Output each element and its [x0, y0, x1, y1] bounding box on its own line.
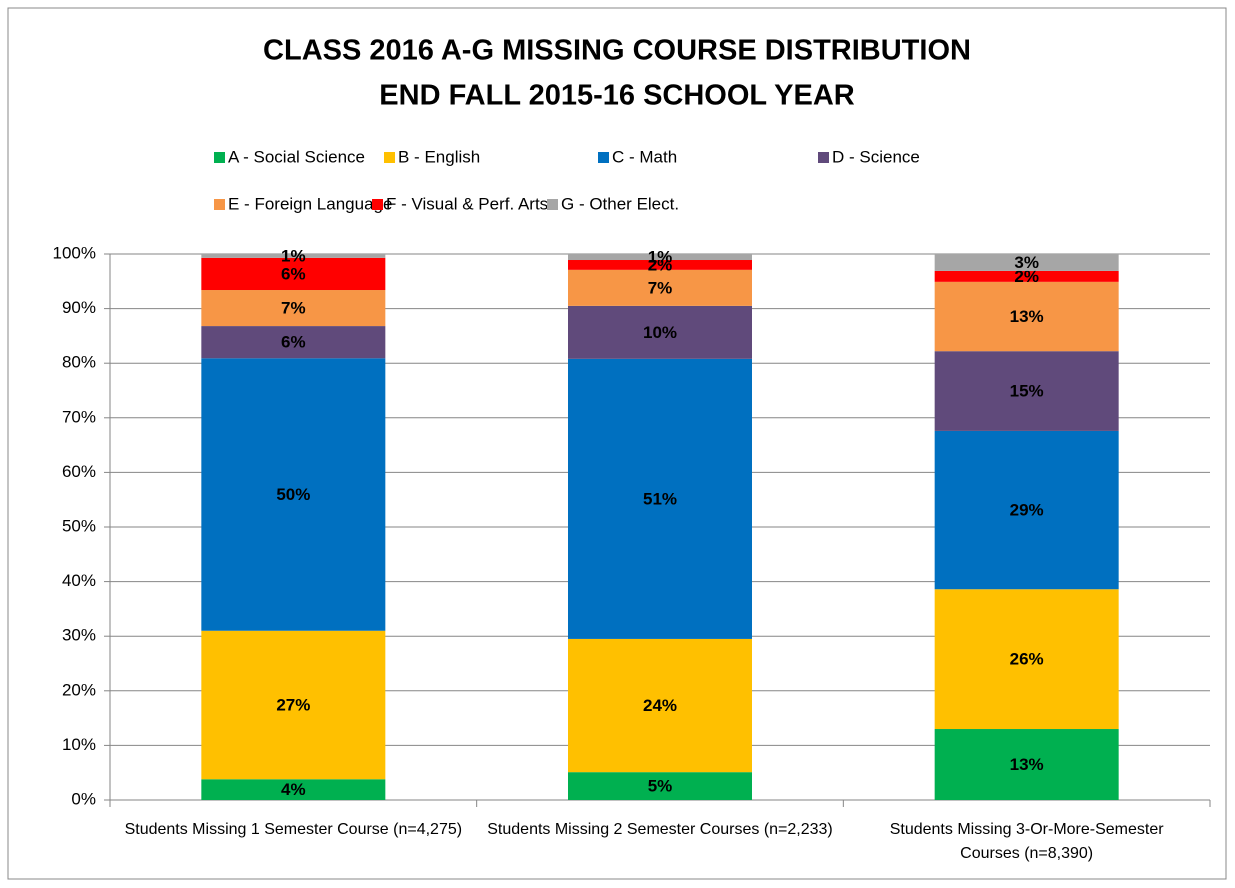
data-label: 3% [1014, 253, 1039, 272]
data-label: 2% [648, 255, 673, 274]
data-label: 1% [281, 246, 306, 265]
data-label: 13% [1010, 307, 1044, 326]
data-label: 6% [281, 264, 306, 283]
bar-segment [568, 358, 752, 639]
y-tick-label: 10% [62, 735, 96, 754]
bar-segment [934, 254, 1119, 271]
data-label: 5% [648, 777, 673, 796]
x-tick-label: Students Missing 3-Or-More-Semester Cour… [889, 821, 1164, 862]
bar-segment [934, 281, 1119, 352]
legend-label: D - Science [832, 147, 920, 166]
y-tick-label: 30% [62, 626, 96, 645]
y-tick-label: 100% [53, 243, 96, 262]
y-tick-label: 50% [62, 516, 96, 535]
bar-segment [568, 260, 752, 270]
bar-segment [568, 305, 752, 359]
y-tick-label: 60% [62, 462, 96, 481]
data-label: 2% [1014, 267, 1039, 286]
y-tick-label: 0% [71, 789, 96, 808]
legend-swatch [547, 199, 558, 210]
data-label: 50% [276, 485, 310, 504]
bar-segment [568, 638, 752, 773]
bar-segment [568, 772, 752, 800]
data-label: 26% [1010, 650, 1044, 669]
legend-swatch [818, 152, 829, 163]
legend-swatch [214, 199, 225, 210]
data-label: 10% [643, 323, 677, 342]
bar-segment [201, 779, 386, 800]
legend-label: A - Social Science [228, 147, 365, 166]
legend-swatch [372, 199, 383, 210]
bar-segment [934, 430, 1119, 590]
y-tick-label: 80% [62, 353, 96, 372]
y-tick-label: 20% [62, 680, 96, 699]
legend-label: F - Visual & Perf. Arts [386, 194, 548, 213]
legend-label: C - Math [612, 147, 677, 166]
x-tick-label: Students Missing 1 Semester Course (n=4,… [124, 821, 463, 838]
bar-segment [934, 729, 1119, 800]
data-label: 7% [648, 278, 673, 297]
y-tick-label: 40% [62, 571, 96, 590]
bar-segment [934, 351, 1119, 431]
bar-segment [201, 630, 386, 780]
bar-segment [201, 358, 386, 631]
y-tick-label: 70% [62, 407, 96, 426]
bar-segment [934, 270, 1119, 282]
chart-title: END FALL 2015-16 SCHOOL YEAR [379, 80, 854, 112]
bar-segment [934, 589, 1119, 730]
x-tick-label: Students Missing 2 Semester Courses (n=2… [487, 821, 833, 838]
legend-label: G - Other Elect. [561, 194, 679, 213]
legend-label: E - Foreign Language [228, 194, 392, 213]
data-label: 4% [281, 780, 306, 799]
bar-segment [201, 326, 386, 359]
chart-title: CLASS 2016 A-G MISSING COURSE DISTRIBUTI… [263, 35, 971, 67]
legend-swatch [598, 152, 609, 163]
data-label: 15% [1010, 382, 1044, 401]
data-label: 7% [281, 299, 306, 318]
bar-segment [201, 257, 386, 291]
legend-swatch [384, 152, 395, 163]
legend-swatch [214, 152, 225, 163]
legend-label: B - English [398, 147, 480, 166]
y-tick-label: 90% [62, 298, 96, 317]
data-label: 24% [643, 696, 677, 715]
data-label: 27% [276, 695, 310, 714]
data-label: 51% [643, 489, 677, 508]
data-label: 6% [281, 333, 306, 352]
bar-segment [568, 269, 752, 306]
data-label: 1% [648, 247, 673, 266]
bar-segment [201, 290, 386, 327]
bar-segment [568, 254, 752, 261]
data-label: 29% [1010, 501, 1044, 520]
data-label: 13% [1010, 755, 1044, 774]
bar-segment [201, 254, 386, 258]
